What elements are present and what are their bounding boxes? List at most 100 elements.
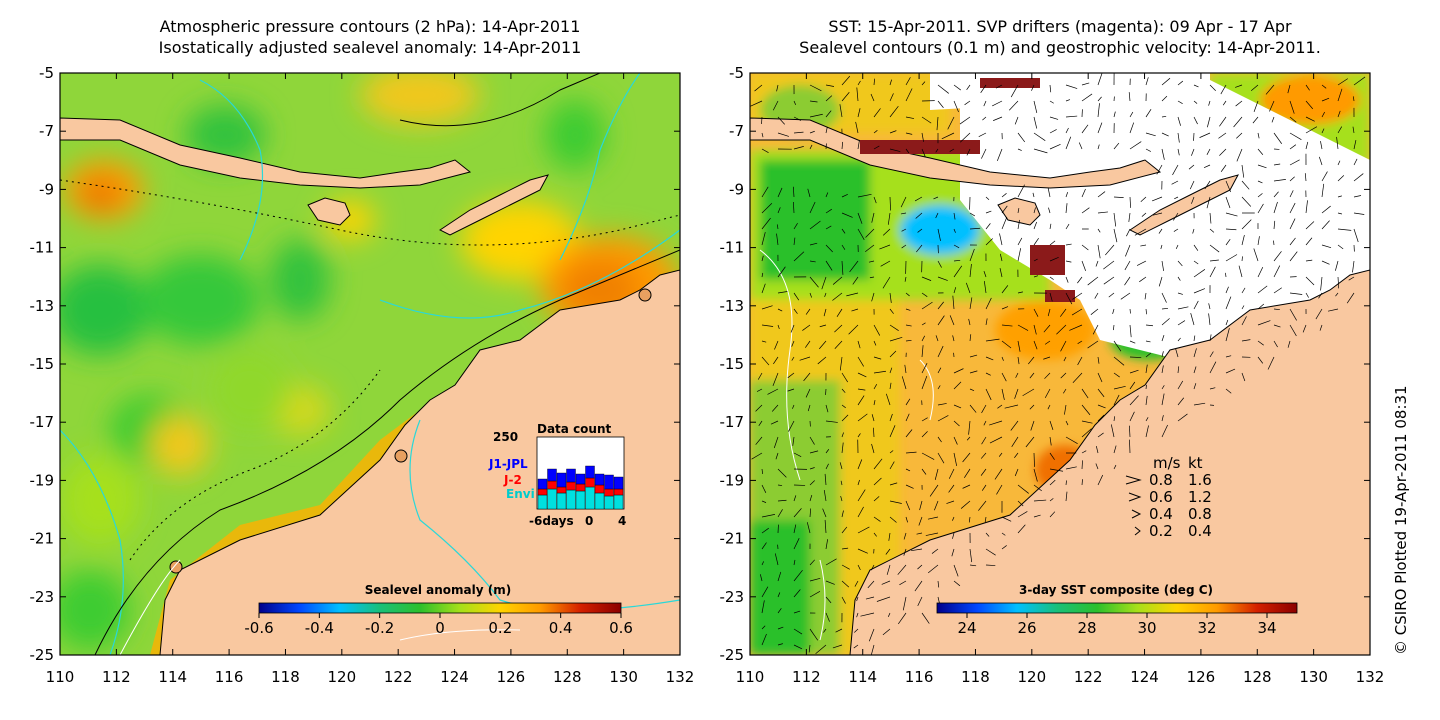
velocity-vector (1001, 545, 1007, 550)
velocity-vector (787, 372, 795, 379)
velocity-vector (1321, 183, 1325, 198)
velocity-vector (1049, 100, 1054, 104)
velocity-vector (825, 244, 833, 253)
velocity-vector (1253, 248, 1259, 262)
velocity-vector (960, 132, 971, 143)
velocity-vector (841, 510, 844, 518)
velocity-vector (1081, 244, 1089, 251)
velocity-vector (1095, 463, 1099, 470)
velocity-vector (889, 350, 897, 358)
velocity-vector (774, 340, 779, 350)
velocity-vector (1273, 324, 1281, 328)
velocity-vector (1014, 388, 1019, 399)
velocity-vector (1352, 126, 1355, 134)
data-count-bar (613, 476, 624, 490)
velocity-vector (1267, 356, 1275, 370)
velocity-vector (1305, 259, 1313, 262)
velocity-vector (1145, 77, 1149, 86)
velocity-vector (921, 276, 932, 281)
velocity-vector (1017, 219, 1020, 230)
velocity-vector (832, 292, 843, 301)
velocity-vector (1206, 196, 1211, 209)
velocity-vector (1158, 228, 1163, 234)
velocity-vector (1321, 84, 1327, 89)
velocity-vector (985, 388, 992, 401)
y-tick-label: -13 (720, 297, 745, 315)
velocity-vector (980, 84, 987, 94)
velocity-vector (819, 324, 827, 328)
velocity-vector (1352, 96, 1355, 102)
velocity-vector (949, 148, 955, 152)
data-count-bar (585, 477, 595, 488)
velocity-vector (953, 368, 964, 374)
velocity-vector (1047, 308, 1051, 317)
velocity-vector (1346, 292, 1355, 304)
velocity-vector (1337, 212, 1343, 215)
velocity-vector (1241, 196, 1252, 207)
velocity-vector (969, 297, 973, 310)
velocity-vector (1014, 468, 1019, 477)
velocity-vector (1145, 132, 1156, 137)
velocity-vector (1145, 425, 1149, 438)
velocity-vector (937, 415, 949, 422)
velocity-vector (1113, 464, 1117, 470)
velocity-vector (937, 260, 942, 268)
velocity-vector (960, 500, 971, 509)
velocity-vector (1177, 132, 1180, 143)
velocity-vector (1273, 191, 1279, 198)
velocity-vector (1049, 129, 1057, 134)
velocity-vector (1236, 132, 1243, 139)
velocity-vector (1017, 356, 1020, 365)
velocity-vector (761, 186, 769, 198)
velocity-vector (1097, 96, 1102, 102)
velocity-vector (1257, 164, 1267, 169)
velocity-vector (1113, 196, 1124, 198)
velocity-vector (1017, 340, 1021, 352)
velocity-vector (841, 92, 850, 102)
velocity-vector (777, 324, 780, 330)
velocity-vector (1235, 84, 1243, 88)
velocity-vector (1353, 173, 1364, 182)
lesser-sunda-islands (750, 117, 1162, 189)
velocity-vector (927, 564, 939, 574)
velocity-vector (1030, 420, 1035, 431)
left-colorbar: Sealevel anomaly (m) -0.6 -0.4 -0.2 0 0.2 0.4… (244, 583, 633, 637)
velocity-vector (889, 450, 894, 454)
velocity-vector (1289, 190, 1294, 198)
sumba-island (997, 197, 1041, 226)
velocity-vector (1060, 372, 1067, 379)
velocity-vector (857, 526, 870, 534)
velocity-vector (1145, 364, 1148, 374)
velocity-vector (1001, 516, 1012, 522)
data-count-ymax: 250 (493, 430, 518, 444)
velocity-vector (1081, 93, 1093, 102)
velocity-vector (1069, 324, 1083, 331)
velocity-vector (885, 393, 891, 406)
velocity-vector (1257, 320, 1271, 326)
velocity-vector (889, 516, 897, 523)
velocity-vector (1257, 132, 1260, 139)
velocity-vector (774, 553, 779, 566)
velocity-vector (1001, 388, 1005, 401)
velocity-vector (1289, 292, 1303, 295)
velocity-vector (953, 212, 956, 220)
velocity-vector (761, 255, 764, 262)
y-tick-label: -23 (30, 588, 55, 606)
velocity-vector (824, 519, 827, 534)
velocity-vector (921, 363, 928, 374)
velocity-vector (1191, 148, 1195, 156)
velocity-vector (1238, 265, 1243, 278)
velocity-vector (793, 569, 803, 582)
velocity-vector (1129, 439, 1131, 454)
velocity-vector (873, 532, 877, 537)
velocity-vector (1113, 372, 1120, 378)
velocity-vector (1191, 196, 1195, 204)
velocity-vector (1049, 468, 1064, 472)
velocity-vector (857, 228, 865, 240)
velocity-vector (1335, 292, 1339, 297)
series-label-j2: J-2 (503, 473, 522, 487)
velocity-vector (983, 100, 987, 107)
velocity-vector (1161, 115, 1167, 118)
velocity-vector (1081, 404, 1091, 416)
velocity-vector (985, 238, 993, 246)
